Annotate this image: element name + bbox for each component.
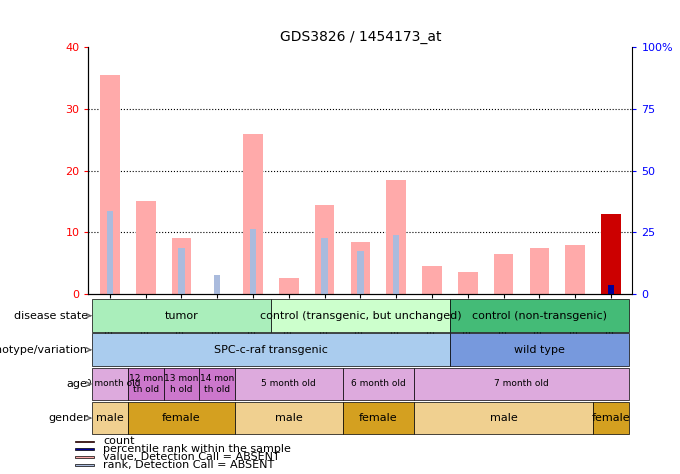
Text: 6 month old: 6 month old (351, 380, 406, 388)
Bar (92, 299, 271, 332)
Text: genotype/variation: genotype/variation (0, 345, 88, 355)
Bar (92, 401, 128, 435)
Text: rank, Detection Call = ABSENT: rank, Detection Call = ABSENT (103, 460, 275, 470)
Bar (315, 205, 335, 294)
Text: SPC-c-raf transgenic: SPC-c-raf transgenic (214, 345, 328, 355)
Text: disease state: disease state (14, 310, 88, 321)
Text: count: count (103, 437, 135, 447)
Text: tumor: tumor (165, 310, 199, 321)
Bar (279, 279, 299, 294)
Text: age: age (67, 379, 88, 389)
Bar (107, 210, 113, 294)
Bar (100, 75, 120, 294)
Bar (608, 284, 614, 294)
Bar (75, 448, 94, 450)
Bar (458, 272, 477, 294)
Bar (128, 401, 235, 435)
Text: female: female (162, 413, 201, 423)
Bar (75, 440, 94, 442)
Bar (243, 134, 263, 294)
Bar (171, 238, 191, 294)
Bar (250, 229, 256, 294)
Text: 12 mon
th old: 12 mon th old (129, 374, 163, 393)
Bar (235, 401, 343, 435)
Bar (593, 401, 629, 435)
Text: percentile rank within the sample: percentile rank within the sample (103, 445, 291, 455)
Bar (322, 238, 328, 294)
Text: female: female (592, 413, 630, 423)
Title: GDS3826 / 1454173_at: GDS3826 / 1454173_at (279, 29, 441, 44)
Bar (414, 367, 629, 401)
Bar (422, 266, 442, 294)
Bar (343, 367, 414, 401)
Text: 5 month old: 5 month old (261, 380, 316, 388)
Bar (92, 367, 128, 401)
Bar (601, 214, 621, 294)
Bar (414, 401, 593, 435)
Text: value, Detection Call = ABSENT: value, Detection Call = ABSENT (103, 452, 280, 462)
Text: gender: gender (48, 413, 88, 423)
Bar (565, 245, 585, 294)
Bar (393, 236, 399, 294)
Bar (92, 333, 450, 366)
Bar (214, 275, 220, 294)
Bar (178, 247, 185, 294)
Bar (530, 247, 549, 294)
Bar (136, 201, 156, 294)
Text: 10 month old: 10 month old (80, 380, 140, 388)
Bar (494, 254, 513, 294)
Bar (351, 242, 370, 294)
Text: male: male (96, 413, 124, 423)
Bar (271, 299, 450, 332)
Bar (164, 367, 199, 401)
Bar (199, 367, 235, 401)
Text: control (non-transgenic): control (non-transgenic) (472, 310, 607, 321)
Text: male: male (490, 413, 517, 423)
Text: 14 mon
th old: 14 mon th old (200, 374, 235, 393)
Bar (75, 465, 94, 466)
Bar (450, 299, 629, 332)
Bar (343, 401, 414, 435)
Bar (235, 367, 343, 401)
Text: 7 month old: 7 month old (494, 380, 549, 388)
Bar (357, 251, 364, 294)
Bar (450, 333, 629, 366)
Bar (75, 456, 94, 458)
Text: 13 mon
h old: 13 mon h old (165, 374, 199, 393)
Text: control (transgenic, but unchanged): control (transgenic, but unchanged) (260, 310, 461, 321)
Text: female: female (359, 413, 398, 423)
Bar (386, 180, 406, 294)
Bar (128, 367, 164, 401)
Text: wild type: wild type (514, 345, 565, 355)
Text: male: male (275, 413, 303, 423)
